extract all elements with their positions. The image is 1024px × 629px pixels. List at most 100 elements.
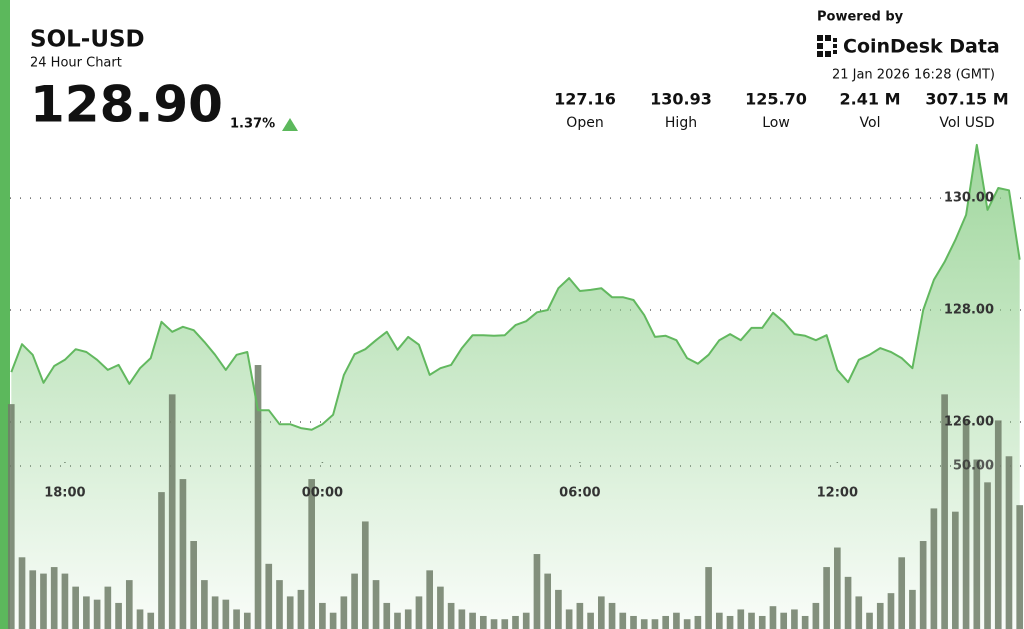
volume-bar (168, 394, 176, 629)
volume-bar (276, 580, 283, 629)
volume-bar (179, 479, 187, 629)
volume-bar (222, 599, 230, 629)
volume-bar (919, 541, 927, 629)
volume-bar (962, 420, 970, 629)
volume-bar (437, 586, 444, 629)
volume-bar (737, 609, 745, 629)
volume-bar (1016, 505, 1024, 629)
stat-value: 130.93 (650, 90, 712, 109)
volume-bar (233, 609, 240, 629)
volume-bar (533, 554, 541, 629)
volume-bar (597, 596, 605, 629)
y-tick-label: 128.00 (944, 303, 994, 318)
price: 128.90 (30, 76, 223, 134)
volume-bar (994, 420, 1002, 629)
volume-bar (319, 602, 326, 629)
stat-value: 127.16 (554, 90, 616, 109)
volume-bar (608, 602, 616, 629)
volume-bar (29, 570, 37, 629)
volume-bar (619, 612, 627, 629)
plot: 126.00 128.00 130.00 50.00 18:00 00:00 06:00 12… (7, 143, 1024, 629)
volume-bar (576, 602, 584, 629)
volume-bar (458, 609, 466, 629)
volume-bar (898, 557, 906, 629)
volume-bar (823, 567, 830, 629)
volume-bar (930, 508, 938, 629)
volume-bar (984, 482, 991, 629)
volume-bar (640, 619, 648, 629)
volume-bar (662, 615, 670, 629)
volume-bar (479, 615, 487, 629)
volume-bar (909, 589, 916, 629)
volume-bar (190, 541, 197, 629)
volume-bar (125, 580, 133, 629)
volume-bar (93, 599, 101, 629)
volume-bar (243, 612, 251, 629)
volume-bar (565, 609, 573, 629)
volume-bar (490, 619, 498, 629)
volume-bar (7, 404, 15, 629)
up-arrow (282, 118, 298, 131)
volume-bar (158, 492, 165, 629)
volume-bar (104, 586, 112, 629)
volume-bar (758, 615, 766, 629)
volume-bar (501, 619, 509, 629)
volume-bar (780, 612, 788, 629)
volume-bar (973, 459, 981, 629)
volume-bar (72, 586, 79, 629)
volume-bar (812, 602, 820, 629)
volume-bar (254, 365, 262, 629)
volume-bar (716, 612, 723, 629)
stat-value: 2.41 M (840, 90, 901, 109)
y-tick-label: 126.00 (944, 414, 994, 429)
volume-bar (147, 612, 155, 629)
stat-label: Vol USD (939, 115, 994, 131)
volume-bar (351, 573, 358, 629)
volume-bar (952, 511, 959, 629)
volume-bar (211, 596, 219, 629)
symbol: SOL-USD (30, 27, 145, 53)
volume-bar (855, 596, 863, 629)
volume-bar (447, 602, 455, 629)
volume-bar (404, 609, 412, 629)
stat-label: Open (566, 115, 603, 131)
volume-bar (587, 612, 594, 629)
volume-bar (630, 615, 637, 629)
volume-bar (426, 570, 434, 629)
accent-strip (0, 0, 10, 629)
volume-bar (40, 573, 47, 629)
volume-bar (844, 576, 852, 629)
volume-bar (115, 602, 122, 629)
volume-bar (415, 596, 423, 629)
volume-bar (394, 612, 401, 629)
volume-bar (673, 612, 680, 629)
brand: CoinDesk Data (843, 36, 1000, 58)
volume-bar (201, 580, 208, 629)
volume-bar (512, 615, 519, 629)
stat-label: High (665, 115, 697, 131)
volume-bar (522, 612, 530, 629)
x-tick-label: 06:00 (559, 486, 600, 501)
volume-bar (265, 563, 273, 629)
volume-bar (83, 596, 90, 629)
volume-bar (286, 596, 294, 629)
volume-bar (555, 589, 562, 629)
stat-label: Low (762, 115, 790, 131)
volume-bar (297, 589, 305, 629)
volume-bar (61, 573, 69, 629)
volume-bar (136, 609, 144, 629)
volume-bar (372, 580, 380, 629)
volume-bar (748, 612, 755, 629)
stats: 127.16 Open 130.93 High 125.70 Low 2.41 M Vol 30… (554, 90, 1008, 132)
stat-label: Vol (860, 115, 881, 131)
volume-bar (866, 612, 873, 629)
volume-bar (726, 615, 734, 629)
volume-bar (683, 619, 691, 629)
volume-bar (887, 593, 895, 629)
volume-bar (544, 573, 552, 629)
price-area (11, 144, 1020, 629)
volume-bar (469, 612, 476, 629)
volume-bar (308, 479, 315, 629)
volume-bar (769, 606, 777, 629)
